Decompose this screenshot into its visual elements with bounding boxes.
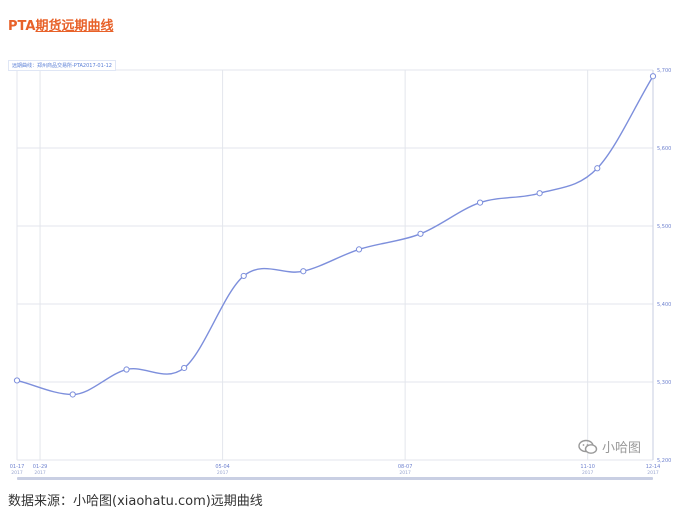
y-tick-label: 5,400 [657,302,671,308]
data-source-footer: 数据来源：小哈图(xiaohatu.com)远期曲线 [8,494,263,509]
watermark: 小哈图 [578,437,641,456]
x-tick-year-label: 2017 [11,470,23,476]
y-tick-label: 5,200 [657,458,671,464]
data-point [13,377,21,384]
x-tick-year-label: 2017 [399,470,411,476]
data-point [649,73,657,80]
data-point [123,366,130,373]
x-tick-year-label: 2017 [34,470,46,476]
legend-label: 远期曲线：郑州商品交易所-PTA2017-01-12 [12,63,112,69]
x-tick-year-label: 2017 [647,470,659,476]
data-point [300,268,307,275]
x-tick-label: 11-10 [580,464,595,470]
data-point [417,230,424,237]
data-point [69,391,76,398]
x-tick-year-label: 2017 [582,470,594,476]
x-tick-label: 01-17 [10,464,25,470]
series-line [16,75,654,396]
data-point [240,272,247,280]
data-point [476,199,484,206]
watermark-text: 小哈图 [602,441,642,456]
page-title-link[interactable]: 期货远期曲线 [35,19,114,34]
page-title-prefix: PTA [8,19,36,34]
chart-svg: 5,2005,3005,4005,5005,6005,70001-1720170… [10,68,671,480]
data-point [536,190,543,197]
x-tick-label: 01-29 [33,464,48,470]
data-point [594,165,601,172]
page-title: PTA期货远期曲线 [8,15,113,34]
forward-curve-chart: 5,200 5,300 5,400 5,500 5,600 5,700 01-17 2017 0… [0,60,688,480]
y-tick-label: 5,700 [657,68,671,74]
range-scrollbar[interactable] [17,477,653,480]
x-tick-label: 08-07 [398,464,413,470]
y-tick-label: 5,500 [657,224,671,230]
y-tick-label: 5,600 [657,146,671,152]
data-point [181,364,188,372]
wechat-icon [578,439,598,454]
data-point [355,246,363,253]
x-tick-label: 05-04 [215,464,230,470]
y-tick-label: 5,300 [657,380,671,386]
x-tick-label: 12-14 [646,464,661,470]
chart-legend[interactable]: 远期曲线：郑州商品交易所-PTA2017-01-12 [8,60,116,71]
x-tick-year-label: 2017 [217,470,229,476]
